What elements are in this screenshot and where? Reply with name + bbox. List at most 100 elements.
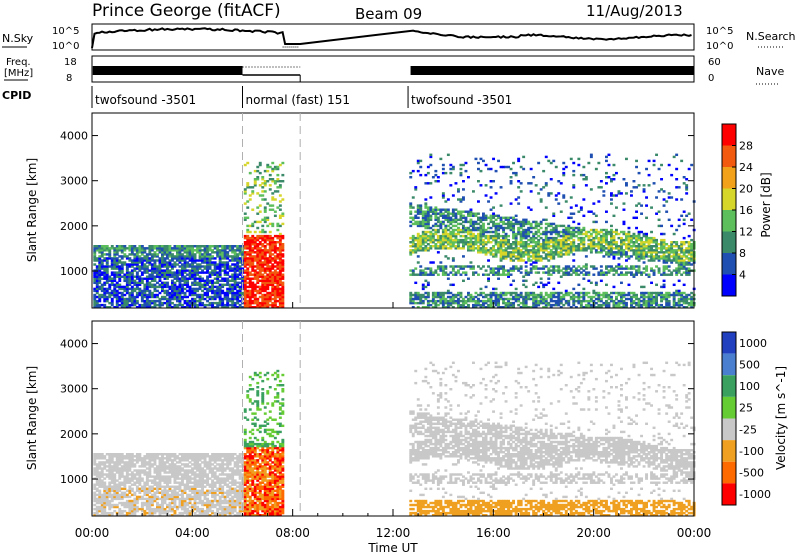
power-cell — [93, 253, 97, 256]
power-cell — [201, 293, 205, 297]
power-cell — [487, 297, 491, 301]
power-cell — [517, 267, 521, 270]
power-cell — [630, 190, 633, 193]
power-cell — [248, 303, 252, 307]
power-cell — [191, 293, 195, 297]
power-cell — [599, 241, 603, 244]
power-cell — [482, 216, 485, 220]
power-cell — [446, 224, 450, 228]
power-cell — [509, 167, 513, 171]
power-cell — [677, 245, 681, 248]
power-cell — [431, 208, 435, 211]
power-cell — [650, 306, 654, 309]
power-cell — [602, 301, 606, 305]
power-cell — [517, 220, 521, 224]
power-cell — [677, 257, 681, 260]
power-cell — [472, 222, 475, 226]
colorbar-swatch — [722, 253, 736, 275]
power-cell — [547, 194, 551, 197]
power-cell — [622, 241, 626, 244]
power-cell — [278, 249, 282, 252]
power-cell — [627, 293, 631, 297]
power-cell — [451, 257, 455, 260]
power-cell — [494, 241, 498, 244]
power-cell — [161, 303, 164, 307]
power-cell — [539, 291, 543, 295]
power-cell — [665, 301, 669, 305]
power-cell — [449, 171, 453, 175]
power-cell — [637, 236, 641, 240]
power-cell — [499, 226, 503, 230]
power-cell — [278, 297, 282, 301]
power-cell — [256, 212, 260, 215]
power-cell — [236, 245, 240, 248]
power-cell — [627, 241, 631, 244]
power-cell — [549, 178, 553, 181]
power-cell — [642, 251, 646, 254]
power-cell — [622, 303, 626, 307]
power-cell — [557, 224, 561, 228]
power-cell — [454, 232, 458, 236]
power-cell — [579, 303, 583, 307]
power-cell — [559, 224, 563, 228]
power-cell — [163, 245, 167, 248]
power-cell — [620, 299, 623, 303]
power-cell — [128, 245, 132, 248]
power-cell — [451, 214, 455, 218]
power-cell — [228, 255, 232, 258]
power-cell — [680, 303, 684, 307]
power-cell — [502, 271, 506, 274]
power-cell — [243, 295, 247, 299]
power-cell — [602, 236, 606, 240]
power-cell — [572, 161, 576, 165]
power-cell — [542, 265, 546, 268]
power-cell — [213, 251, 217, 254]
power-cell — [687, 245, 691, 248]
power-cell — [499, 216, 503, 220]
power-cell — [670, 259, 674, 262]
power-cell — [554, 265, 558, 268]
power-cell — [166, 301, 169, 305]
power-cell — [451, 283, 455, 287]
power-cell — [223, 265, 227, 268]
power-cell — [256, 226, 260, 230]
power-cell — [504, 303, 508, 307]
power-cell — [263, 230, 267, 234]
velocity-cell — [93, 487, 97, 491]
power-cell — [145, 265, 149, 268]
power-cell — [547, 192, 551, 195]
power-cell — [567, 230, 571, 234]
power-cell — [657, 255, 661, 258]
power-cell — [622, 222, 626, 226]
power-cell — [261, 198, 265, 201]
power-cell — [238, 251, 242, 254]
power-cell — [479, 234, 483, 238]
power-cell — [263, 275, 267, 278]
power-cell — [690, 259, 694, 262]
power-cell — [502, 299, 506, 303]
power-cell — [248, 186, 252, 189]
power-cell — [472, 241, 475, 244]
power-cell — [441, 214, 445, 218]
power-cell — [512, 295, 516, 299]
power-cell — [469, 297, 473, 301]
power-cell — [449, 232, 453, 236]
power-cell — [554, 198, 558, 201]
power-cell — [166, 285, 169, 289]
power-cell — [507, 301, 511, 305]
power-cell — [534, 245, 538, 248]
power-cell — [108, 283, 112, 287]
power-cell — [637, 271, 641, 274]
power-cell — [123, 275, 127, 278]
power-cell — [534, 293, 538, 297]
power-cell — [539, 259, 543, 262]
power-cell — [502, 249, 506, 252]
power-cell — [434, 218, 438, 222]
power-cell — [524, 222, 528, 226]
power-cell — [464, 236, 468, 240]
power-cell — [612, 257, 616, 260]
power-cell — [193, 245, 197, 248]
power-cell — [241, 277, 245, 280]
power-cell — [539, 257, 543, 260]
power-cell — [193, 253, 197, 256]
